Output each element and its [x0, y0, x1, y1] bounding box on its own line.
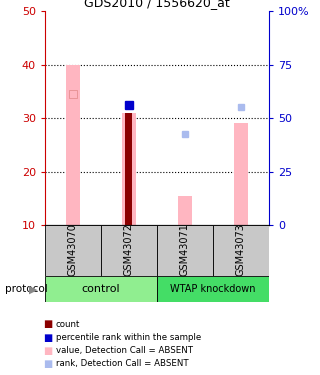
Bar: [45, 225, 101, 276]
Text: GSM43072: GSM43072: [124, 223, 134, 276]
Text: value, Detection Call = ABSENT: value, Detection Call = ABSENT: [56, 346, 193, 355]
Bar: [66, 64, 80, 225]
Text: control: control: [82, 284, 120, 294]
Text: protocol: protocol: [5, 285, 48, 294]
Bar: [101, 225, 157, 276]
Text: ■: ■: [43, 333, 52, 342]
Bar: [122, 113, 136, 225]
Bar: [234, 123, 248, 225]
Text: count: count: [56, 320, 80, 329]
Bar: [178, 196, 192, 225]
Text: GSM43073: GSM43073: [236, 223, 246, 276]
Bar: [45, 276, 157, 302]
Bar: [157, 225, 213, 276]
Bar: [213, 225, 269, 276]
Text: ■: ■: [43, 359, 52, 369]
Text: ■: ■: [43, 320, 52, 329]
Title: GDS2010 / 1556620_at: GDS2010 / 1556620_at: [84, 0, 230, 9]
Text: ■: ■: [43, 346, 52, 355]
Text: GSM43071: GSM43071: [180, 223, 190, 276]
Text: percentile rank within the sample: percentile rank within the sample: [56, 333, 201, 342]
Text: ▶: ▶: [29, 285, 38, 294]
Bar: [125, 113, 132, 225]
Text: WTAP knockdown: WTAP knockdown: [170, 284, 256, 294]
Text: rank, Detection Call = ABSENT: rank, Detection Call = ABSENT: [56, 359, 188, 368]
Bar: [157, 276, 269, 302]
Text: GSM43070: GSM43070: [68, 223, 78, 276]
